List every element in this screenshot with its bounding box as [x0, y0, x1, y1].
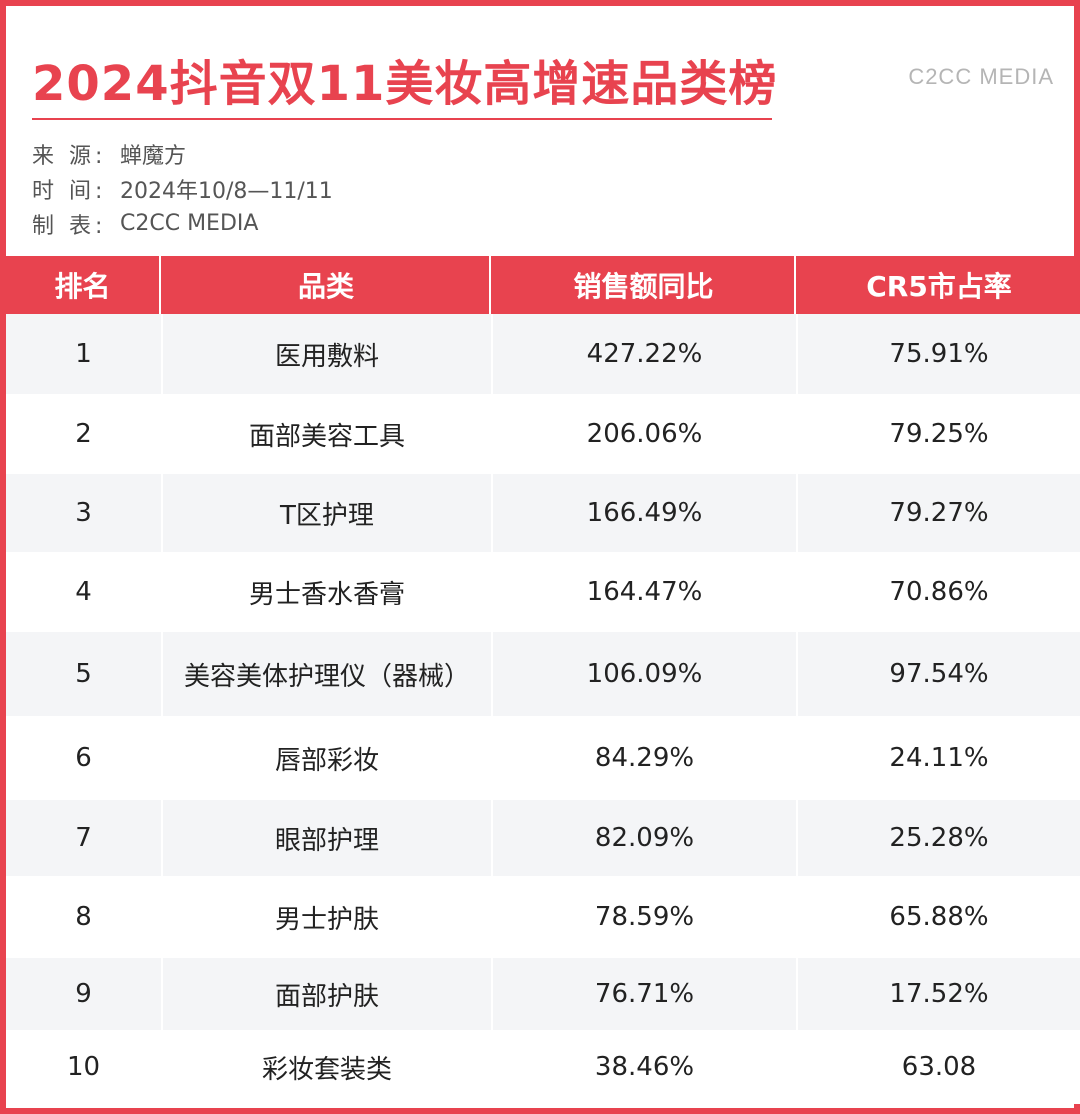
ranking-table: 排名 品类 销售额同比 CR5市占率 1 医用敷料 427.22% 75.91% 2 面部… — [6, 256, 1080, 1104]
cell-category: 医用敷料 — [163, 314, 491, 394]
cell-sales-yoy: 427.22% — [493, 314, 796, 394]
column-header-cr5-share: CR5市占率 — [866, 270, 1012, 303]
table-row: 6 唇部彩妆 84.29% 24.11% — [6, 716, 1080, 800]
cell-rank: 4 — [6, 552, 161, 632]
meta-maker: 制 表: C2CC MEDIA — [32, 206, 333, 241]
cell-category: 彩妆套装类 — [163, 1030, 491, 1104]
table-row: 10 彩妆套装类 38.46% 63.08 — [6, 1030, 1080, 1104]
table-row: 5 美容美体护理仪（器械） 106.09% 97.54% — [6, 632, 1080, 716]
cell-sales-yoy: 164.47% — [493, 552, 796, 632]
cell-category: 眼部护理 — [163, 800, 491, 876]
meta-info: 来 源: 蝉魔方 时 间: 2024年10/8—11/11 制 表: C2CC … — [32, 136, 333, 241]
cell-sales-yoy: 166.49% — [493, 474, 796, 552]
cell-sales-yoy: 206.06% — [493, 394, 796, 474]
cell-rank: 5 — [6, 632, 161, 716]
cell-rank: 3 — [6, 474, 161, 552]
table-row: 1 医用敷料 427.22% 75.91% — [6, 314, 1080, 394]
table-row: 3 T区护理 166.49% 79.27% — [6, 474, 1080, 552]
cell-cr5-share: 79.27% — [798, 474, 1080, 552]
cell-sales-yoy: 82.09% — [493, 800, 796, 876]
meta-time: 时 间: 2024年10/8—11/11 — [32, 171, 333, 206]
cell-category: 面部美容工具 — [163, 394, 491, 474]
table-row: 8 男士护肤 78.59% 65.88% — [6, 876, 1080, 958]
cell-category: 男士护肤 — [163, 876, 491, 958]
column-header-rank: 排名 — [6, 256, 161, 314]
meta-source-value: 蝉魔方 — [120, 143, 187, 169]
table-row: 4 男士香水香膏 164.47% 70.86% — [6, 552, 1080, 632]
table-row: 2 面部美容工具 206.06% 79.25% — [6, 394, 1080, 474]
page-title: 2024抖音双11美妆高增速品类榜 — [32, 56, 778, 112]
cell-cr5-share: 75.91% — [798, 314, 1080, 394]
cell-rank: 1 — [6, 314, 161, 394]
cell-sales-yoy: 84.29% — [493, 716, 796, 800]
cell-category: 美容美体护理仪（器械） — [163, 632, 491, 716]
table-row: 7 眼部护理 82.09% 25.28% — [6, 800, 1080, 876]
cell-sales-yoy: 78.59% — [493, 876, 796, 958]
cell-cr5-share: 65.88% — [798, 876, 1080, 958]
meta-maker-value: C2CC MEDIA — [120, 211, 259, 236]
cell-rank: 2 — [6, 394, 161, 474]
table-row: 9 面部护肤 76.71% 17.52% — [6, 958, 1080, 1030]
column-header-category: 品类 — [163, 256, 491, 314]
cell-category: 唇部彩妆 — [163, 716, 491, 800]
cell-sales-yoy: 76.71% — [493, 958, 796, 1030]
cell-cr5-share: 17.52% — [798, 958, 1080, 1030]
cell-category: T区护理 — [163, 474, 491, 552]
cell-category: 男士香水香膏 — [163, 552, 491, 632]
cell-category: 面部护肤 — [163, 958, 491, 1030]
header: 2024抖音双11美妆高增速品类榜 C2CC MEDIA 来 源: 蝉魔方 时 … — [6, 6, 1074, 256]
cell-rank: 8 — [6, 876, 161, 958]
brand-label: C2CC MEDIA — [908, 64, 1054, 89]
cell-cr5-share: 79.25% — [798, 394, 1080, 474]
cell-sales-yoy: 106.09% — [493, 632, 796, 716]
cell-sales-yoy: 38.46% — [493, 1030, 796, 1104]
cell-rank: 9 — [6, 958, 161, 1030]
column-header-sales-yoy: 销售额同比 — [493, 256, 796, 314]
table-header: 排名 品类 销售额同比 CR5市占率 — [6, 256, 1074, 314]
meta-time-label: 时 间: — [32, 178, 107, 204]
cell-cr5-share: 97.54% — [798, 632, 1080, 716]
meta-source-label: 来 源: — [32, 143, 107, 169]
cell-cr5-share: 25.28% — [798, 800, 1080, 876]
meta-maker-label: 制 表: — [32, 213, 107, 239]
cell-rank: 6 — [6, 716, 161, 800]
cell-rank: 7 — [6, 800, 161, 876]
cell-cr5-share: 63.08 — [798, 1030, 1080, 1104]
meta-time-value: 2024年10/8—11/11 — [120, 178, 333, 204]
cell-cr5-share: 24.11% — [798, 716, 1080, 800]
cell-cr5-share: 70.86% — [798, 552, 1080, 632]
table-body: 1 医用敷料 427.22% 75.91% 2 面部美容工具 206.06% 79.25% 3 T… — [6, 314, 1080, 1104]
meta-source: 来 源: 蝉魔方 — [32, 136, 333, 171]
cell-rank: 10 — [6, 1030, 161, 1104]
title-underline — [32, 118, 772, 120]
